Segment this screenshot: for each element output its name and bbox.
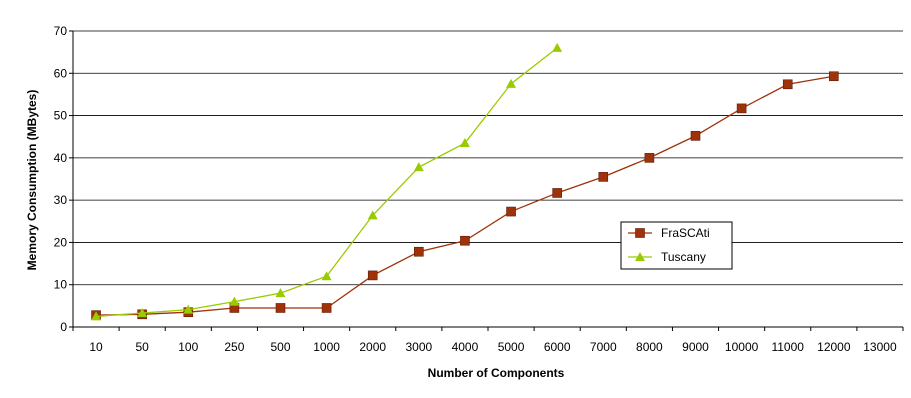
data-point-frascati: [506, 206, 516, 217]
x-tick-label: 8000: [636, 340, 663, 354]
y-tick-label: 70: [54, 24, 68, 38]
data-point-frascati: [367, 270, 378, 281]
legend-marker-frascati: [635, 228, 645, 238]
y-tick-label: 30: [54, 193, 68, 207]
legend: FraSCAti Tuscany: [620, 221, 733, 270]
y-tick-label: 10: [54, 278, 68, 292]
data-point-tuscany: [91, 311, 102, 321]
x-tick-label: 9000: [682, 340, 709, 354]
x-tick-label: 10000: [725, 340, 759, 354]
x-tick-label: 12000: [817, 340, 851, 354]
series-line-frascati: [96, 75, 834, 316]
x-tick-label: 6000: [544, 340, 571, 354]
axis-layer: 0 10 20 30 40 50 60 70 10 50 100 250 500 1000 2000 3000…: [54, 24, 904, 354]
x-tick-label: 3000: [405, 340, 432, 354]
y-tick-label: 60: [54, 66, 68, 80]
x-tick-label: 250: [224, 340, 244, 354]
data-point-frascati: [552, 188, 562, 198]
data-point-frascati: [690, 131, 701, 141]
x-tick-label: 4000: [452, 340, 479, 354]
legend-marker-tuscany: [635, 252, 645, 261]
x-tick-label: 5000: [498, 340, 525, 354]
data-point-frascati: [644, 153, 655, 163]
data-point-frascati: [829, 71, 839, 82]
data-point-frascati: [321, 303, 332, 313]
data-point-tuscany: [506, 78, 517, 88]
data-point-tuscany: [367, 210, 378, 220]
x-tick-label: 13000: [863, 340, 897, 354]
grid-layer: [73, 30, 903, 286]
x-tick-label: 7000: [590, 340, 617, 354]
data-point-frascati: [736, 103, 747, 114]
data-point-tuscany: [275, 288, 286, 298]
y-axis-title: Memory Consumption (MBytes): [25, 90, 39, 271]
data-point-tuscany: [183, 304, 194, 314]
x-tick-label: 100: [178, 340, 198, 354]
data-point-tuscany: [229, 296, 240, 306]
data-point-frascati: [460, 235, 470, 246]
data-point-tuscany: [321, 271, 332, 281]
x-tick-label: 10: [89, 340, 103, 354]
y-tick-label: 20: [54, 235, 68, 249]
x-tick-label: 2000: [359, 340, 386, 354]
data-point-tuscany: [459, 138, 470, 148]
x-tick-label: 1000: [313, 340, 340, 354]
data-point-tuscany: [413, 162, 424, 172]
y-tick-label: 50: [54, 109, 68, 123]
data-point-frascati: [275, 303, 286, 313]
x-axis-title: Number of Components: [428, 366, 565, 380]
data-point-tuscany: [137, 308, 148, 318]
data-point-frascati: [782, 79, 793, 90]
y-tick-label: 0: [60, 320, 67, 334]
y-tick-label: 40: [54, 151, 68, 165]
legend-label-frascati: FraSCAti: [661, 226, 710, 240]
legend-label-tuscany: Tuscany: [661, 250, 706, 264]
data-point-frascati: [598, 172, 609, 182]
data-point-frascati: [414, 246, 424, 257]
x-tick-label: 500: [270, 340, 290, 354]
series-layer: [91, 42, 839, 321]
data-point-tuscany: [552, 42, 563, 52]
x-tick-label: 50: [135, 340, 149, 354]
x-tick-label: 11000: [771, 340, 804, 354]
